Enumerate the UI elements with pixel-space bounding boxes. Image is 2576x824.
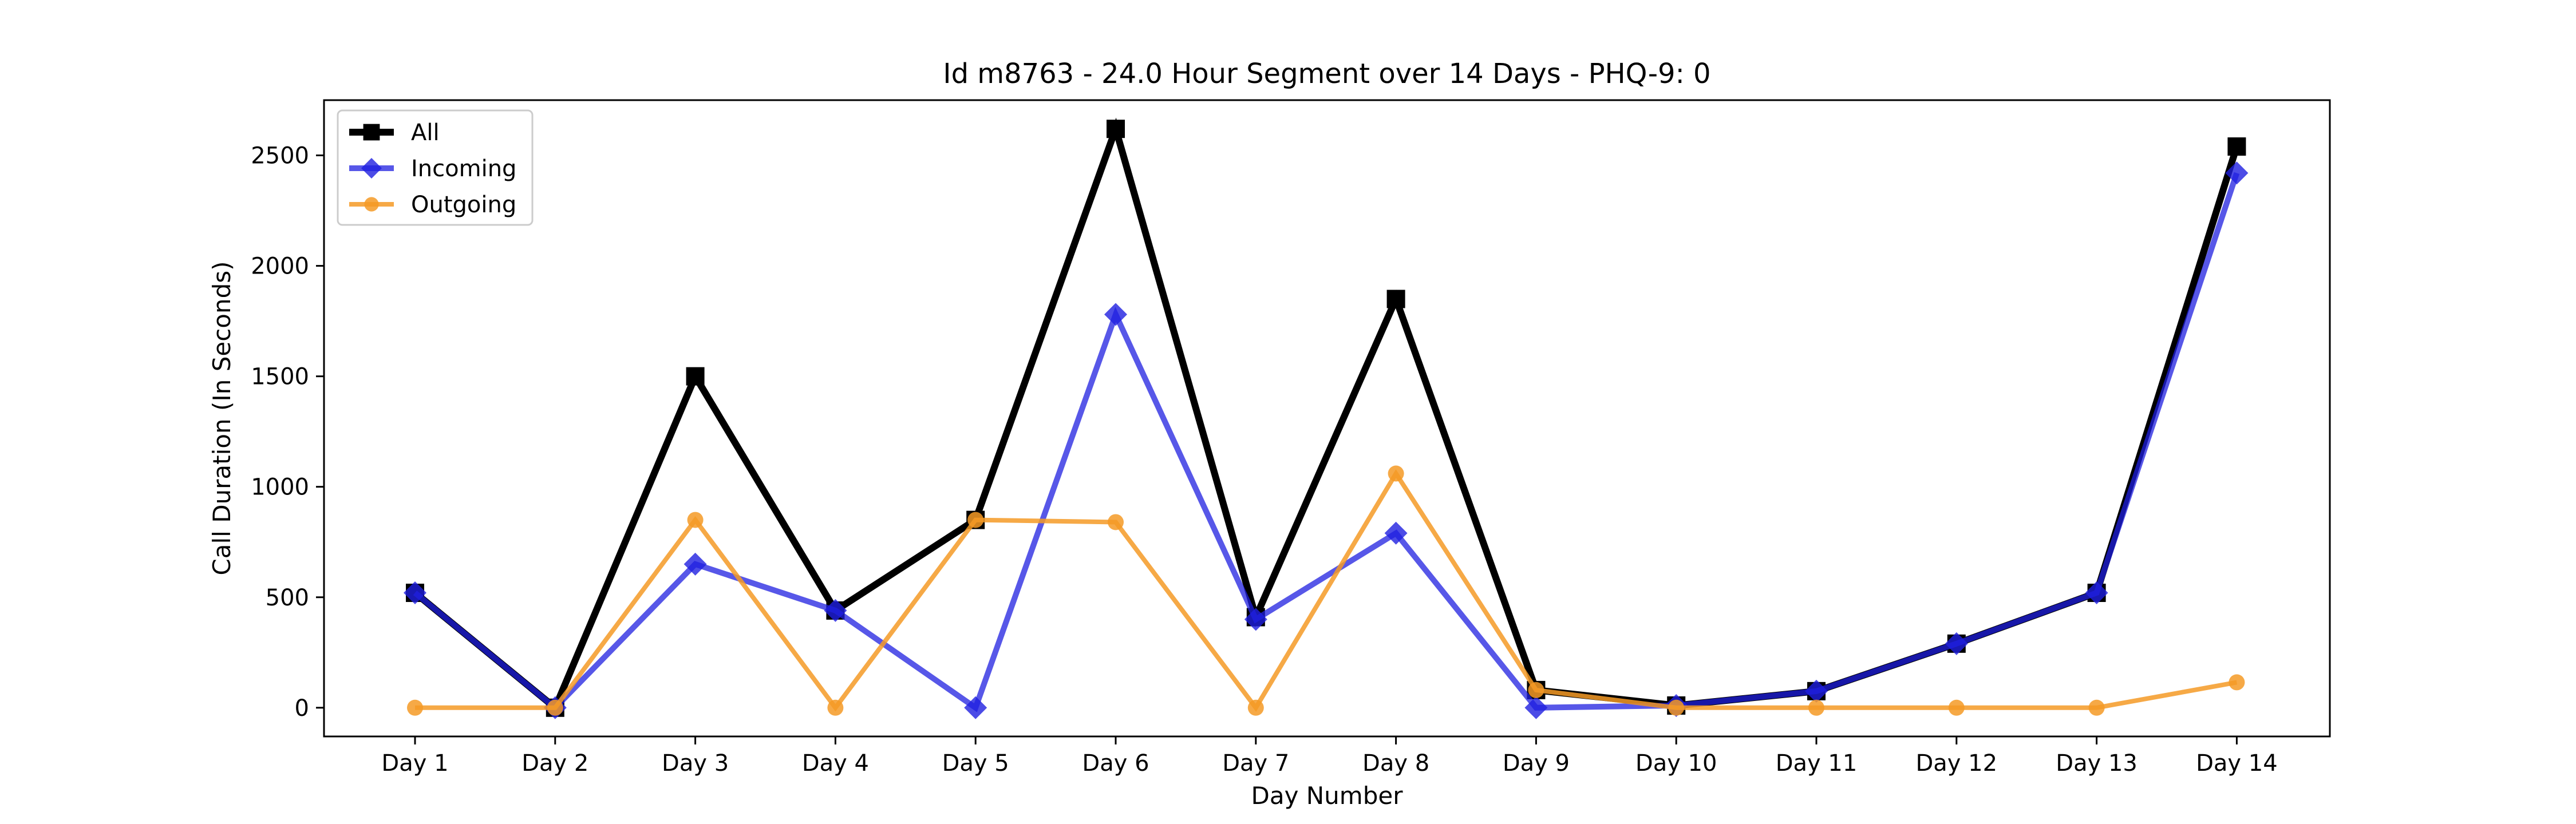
legend-label: All [411,120,440,146]
legend-marker [364,197,379,212]
x-tick-label: Day 6 [1082,750,1149,777]
data-point-all [686,367,705,386]
data-point-outgoing [407,699,423,716]
x-tick-label: Day 2 [521,750,588,777]
plot-frame [323,99,2331,738]
legend-marker [361,158,382,179]
data-point-incoming [1524,696,1548,719]
series-line-incoming [413,172,2240,712]
y-tick-label: 500 [266,585,309,611]
data-point-outgoing [1247,699,1264,716]
legend-entry-outgoing: Outgoing [349,192,516,218]
data-point-all [1107,120,1125,138]
chart-title: Id m8763 - 24.0 Hour Segment over 14 Day… [943,58,1710,90]
data-point-outgoing [2088,699,2105,716]
x-tick-label: Day 12 [1915,750,1997,777]
x-tick-label: Day 7 [1222,750,1289,777]
x-tick-label: Day 8 [1362,750,1429,777]
data-point-outgoing [1808,699,1824,716]
x-tick-label: Day 14 [2196,750,2278,777]
data-point-incoming [1244,608,1267,631]
data-point-incoming [683,552,707,576]
data-point-outgoing [967,512,984,528]
y-tick-label: 0 [295,695,309,722]
data-point-incoming [2225,161,2249,185]
y-tick-label: 1000 [251,474,309,501]
data-point-incoming [1104,303,1127,326]
series-line-outgoing [415,469,2238,712]
data-point-incoming [2085,581,2108,605]
data-point-incoming [404,581,426,605]
legend: All Incoming Outgoing [337,109,534,226]
data-point-outgoing [547,699,563,716]
legend-entry-incoming: Incoming [349,156,516,182]
legend-entry-all: All [349,120,440,146]
data-point-outgoing [1948,699,1965,716]
legend-label: Outgoing [411,192,516,218]
data-point-outgoing [2229,674,2245,691]
data-point-incoming [964,696,987,719]
x-tick-label: Day 13 [2056,750,2138,777]
data-point-outgoing [687,512,704,528]
data-point-incoming [1805,679,1828,703]
x-tick-label: Day 9 [1503,750,1570,777]
series-outgoing [407,465,2245,716]
data-point-all [1386,290,1405,308]
data-point-outgoing [1108,514,1124,530]
y-axis: 0 500 1000 1500 2000 2500 [251,143,324,722]
y-tick-label: 1500 [251,364,309,390]
plot-area [404,117,2249,719]
x-tick-label: Day 4 [802,750,869,777]
data-point-outgoing [1668,699,1685,716]
x-axis: Day 1 Day 2 Day 3 Day 4 Day 5 Day 6 Day 7 Day 8… [381,736,2278,777]
series-all [406,117,2246,717]
data-point-outgoing [1528,682,1544,698]
x-tick-label: Day 5 [942,750,1009,777]
legend-label: Incoming [411,156,516,182]
data-point-all [2227,137,2246,156]
y-tick-label: 2500 [251,143,309,169]
legend-box [337,109,534,226]
x-axis-label: Day Number [1251,782,1403,810]
x-tick-label: Day 3 [662,750,729,777]
y-tick-label: 2000 [251,253,309,280]
data-point-outgoing [1388,465,1404,482]
data-point-incoming [824,599,847,622]
x-tick-label: Day 10 [1635,750,1717,777]
x-tick-label: Day 11 [1776,750,1858,777]
series-incoming [404,161,2249,719]
x-tick-label: Day 1 [381,750,448,777]
data-point-outgoing [827,699,844,716]
series-line-all [413,117,2241,714]
data-point-incoming [1945,632,1968,655]
y-axis-label: Call Duration (In Seconds) [208,261,236,575]
data-point-incoming [1384,521,1408,545]
legend-marker [363,124,380,141]
